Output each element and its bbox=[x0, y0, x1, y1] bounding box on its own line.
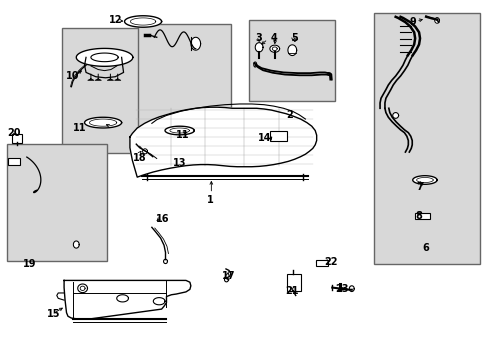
Polygon shape bbox=[163, 259, 167, 264]
Text: 11: 11 bbox=[73, 123, 86, 133]
Text: 8: 8 bbox=[415, 211, 422, 221]
FancyBboxPatch shape bbox=[373, 13, 479, 264]
Text: 21: 21 bbox=[285, 286, 299, 296]
FancyBboxPatch shape bbox=[8, 158, 20, 165]
Polygon shape bbox=[412, 176, 436, 184]
Text: 19: 19 bbox=[23, 259, 37, 269]
FancyBboxPatch shape bbox=[61, 28, 147, 153]
Polygon shape bbox=[64, 280, 190, 319]
FancyBboxPatch shape bbox=[138, 24, 230, 157]
Polygon shape bbox=[117, 295, 128, 302]
Text: 15: 15 bbox=[46, 310, 60, 319]
Text: 17: 17 bbox=[222, 271, 235, 281]
Text: 20: 20 bbox=[8, 129, 21, 138]
Text: 2: 2 bbox=[286, 111, 293, 121]
Polygon shape bbox=[76, 48, 133, 66]
Text: 22: 22 bbox=[324, 257, 337, 267]
FancyBboxPatch shape bbox=[249, 21, 334, 101]
Text: 4: 4 bbox=[270, 33, 277, 43]
Text: 9: 9 bbox=[408, 17, 415, 27]
Polygon shape bbox=[348, 286, 353, 292]
Polygon shape bbox=[287, 45, 296, 55]
Polygon shape bbox=[224, 278, 228, 282]
Text: 11: 11 bbox=[176, 130, 189, 140]
Text: 10: 10 bbox=[66, 71, 80, 81]
Text: 7: 7 bbox=[416, 182, 423, 192]
Text: 12: 12 bbox=[108, 15, 122, 26]
Polygon shape bbox=[73, 241, 79, 248]
FancyBboxPatch shape bbox=[12, 134, 21, 143]
Text: 6: 6 bbox=[422, 243, 428, 253]
FancyBboxPatch shape bbox=[270, 131, 286, 140]
Polygon shape bbox=[84, 117, 122, 128]
Polygon shape bbox=[130, 107, 316, 177]
Polygon shape bbox=[11, 159, 16, 163]
Polygon shape bbox=[124, 16, 161, 27]
Polygon shape bbox=[190, 37, 200, 50]
Polygon shape bbox=[392, 113, 398, 118]
Text: 23: 23 bbox=[335, 284, 348, 294]
Text: 13: 13 bbox=[173, 158, 186, 168]
FancyBboxPatch shape bbox=[6, 144, 106, 261]
FancyBboxPatch shape bbox=[287, 274, 301, 291]
Polygon shape bbox=[153, 298, 164, 305]
Text: 16: 16 bbox=[156, 215, 169, 224]
Polygon shape bbox=[269, 45, 279, 52]
Text: 18: 18 bbox=[133, 153, 146, 163]
FancyBboxPatch shape bbox=[315, 260, 328, 266]
FancyBboxPatch shape bbox=[414, 213, 429, 219]
Polygon shape bbox=[434, 18, 439, 23]
Text: 14: 14 bbox=[257, 133, 271, 143]
Polygon shape bbox=[78, 284, 87, 293]
Text: 3: 3 bbox=[255, 33, 262, 43]
Text: 5: 5 bbox=[291, 33, 298, 43]
Text: 1: 1 bbox=[206, 195, 213, 205]
Polygon shape bbox=[255, 42, 263, 52]
Polygon shape bbox=[164, 126, 194, 135]
